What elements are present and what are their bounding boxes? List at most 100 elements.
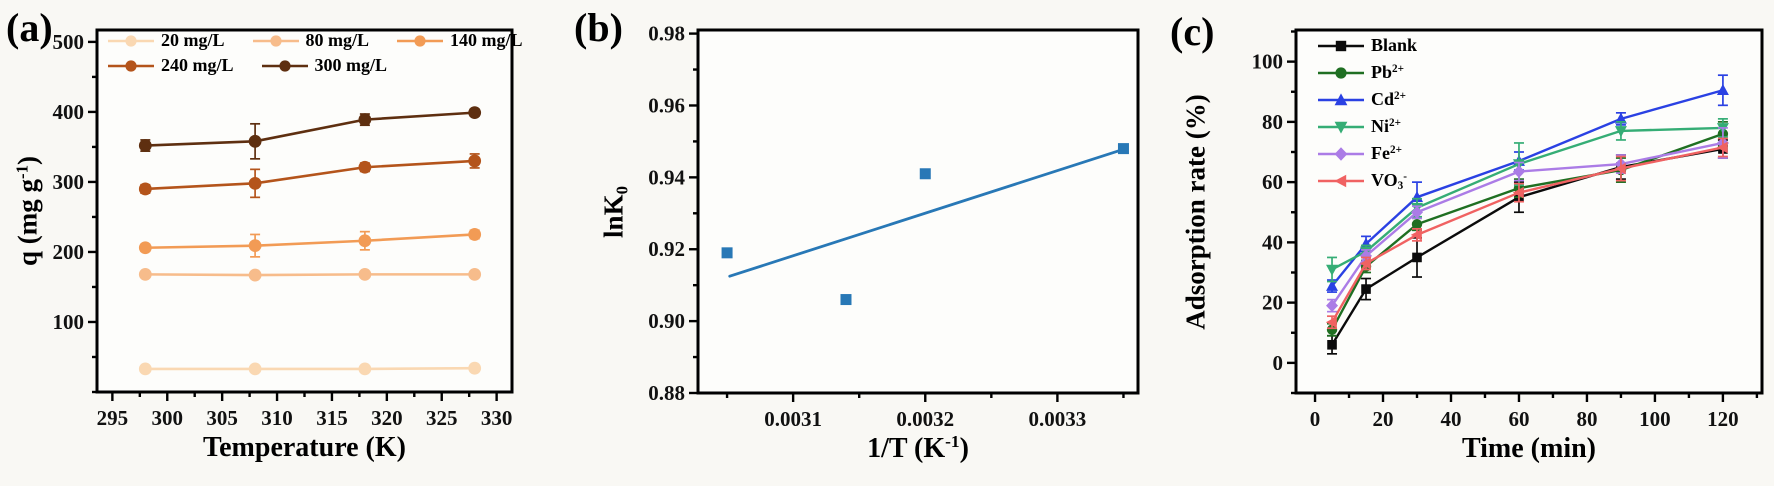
text-segment: VO	[1371, 170, 1398, 190]
legend-marker-icon	[1318, 40, 1364, 51]
chart-canvas-c: 0 20 40 60 80 100 120 0 20 40 60 80 100	[1252, 28, 1764, 431]
legend-item: VO3-	[1316, 167, 1417, 194]
x-tick-label: 310	[261, 406, 293, 430]
text-segment: 240 mg/L	[161, 55, 234, 75]
fit-line	[728, 147, 1125, 278]
data-point-marker	[1326, 299, 1339, 313]
x-tick-label: 305	[206, 406, 238, 430]
text-segment: 2+	[1389, 143, 1402, 156]
data-point-marker	[358, 160, 372, 174]
y-tick-label: 0	[1273, 351, 1284, 375]
y-tick-label: 40	[1262, 230, 1283, 254]
x-tick-label: 20	[1373, 407, 1394, 431]
text-segment: )	[959, 433, 969, 464]
data-point-marker	[414, 34, 426, 47]
axis-ticks	[1287, 30, 1759, 402]
series-line-4	[144, 111, 476, 147]
data-point-marker	[358, 113, 372, 127]
text-segment: lnK	[598, 193, 629, 238]
data-point-marker	[1326, 264, 1339, 276]
series-line-2	[1330, 89, 1725, 288]
legend-marker-icon	[108, 59, 154, 72]
chart-canvas-b: 0.0031 0.0032 0.0033 0.88 0.90 0.92 0.94 0.96 0.…	[648, 22, 1140, 431]
x-tick-label: 330	[481, 406, 513, 430]
axis-ticks	[88, 40, 498, 401]
x-axis-title: Temperature (K)	[203, 432, 406, 464]
x-tick-label: 325	[426, 406, 458, 430]
data-point-marker	[1335, 40, 1347, 51]
legend-item: Ni2+	[1316, 113, 1417, 140]
y-tick-label: 200	[53, 240, 85, 264]
data-point-marker	[248, 176, 262, 190]
y-tick-label: 100	[1252, 50, 1284, 74]
data-point-marker	[1410, 229, 1422, 241]
data-point-marker	[1334, 146, 1348, 161]
legend-item: Fe2+	[1316, 140, 1417, 167]
data-point-marker	[358, 362, 372, 376]
y-tick-label: 300	[53, 170, 85, 194]
series-line-3	[1330, 126, 1725, 271]
data-point-marker	[138, 139, 152, 152]
text-segment: 0	[612, 185, 632, 194]
legend-row: 240 mg/L 300 mg/L	[106, 53, 549, 78]
data-point-marker	[138, 241, 152, 255]
x-tick-label: 0.0031	[764, 407, 822, 431]
data-point-marker	[248, 239, 262, 253]
y-tick-label: 400	[53, 100, 85, 124]
x-tick-label: 0	[1310, 407, 1321, 431]
data-point-marker	[468, 106, 482, 120]
x-tick-label: 320	[371, 406, 403, 430]
y-tick-label: 0.88	[648, 381, 685, 405]
data-point-marker	[125, 34, 137, 47]
data-point-marker	[1716, 141, 1728, 154]
data-point-marker	[1326, 324, 1338, 335]
text-segment: Temperature (K)	[203, 432, 406, 463]
legend-label: Ni2+	[1371, 116, 1401, 137]
series-line-3	[144, 159, 476, 191]
x-tick-label: 60	[1508, 407, 1529, 431]
data-point-marker	[248, 268, 262, 282]
text-segment: 20 mg/L	[161, 30, 225, 50]
y-tick-label: 80	[1262, 110, 1283, 134]
text-segment: -	[1403, 170, 1407, 183]
plot-frame	[95, 28, 514, 394]
data-point-marker	[1334, 121, 1348, 134]
data-point-marker	[1614, 112, 1627, 124]
x-tick-label: 0.0033	[1029, 407, 1087, 431]
legend-item: Pb2+	[1316, 59, 1417, 86]
y-tick-label: 500	[53, 30, 85, 54]
data-point-marker	[1334, 92, 1348, 105]
panel-a: (a) 295 300 305 310 315 320 325 330 100 200 300 400…	[0, 0, 560, 486]
data-point-marker	[1326, 279, 1339, 291]
text-segment: )	[12, 156, 43, 166]
tick-labels: 0.0031 0.0032 0.0033 0.88 0.90 0.92 0.94 0.96 0.…	[648, 22, 1086, 431]
y-axis-title: lnK0	[598, 185, 632, 238]
legend-marker-icon	[397, 34, 444, 47]
legend-marker-icon	[108, 34, 154, 47]
y-tick-label: 100	[53, 310, 85, 334]
legend-marker-icon	[1318, 146, 1364, 161]
x-axis-title: 1/T (K-1)	[867, 432, 969, 465]
x-tick-label: 100	[1639, 407, 1671, 431]
text-segment: 140 mg/L	[450, 30, 523, 50]
data-point-marker	[919, 168, 931, 180]
text-segment: Adsorption rate (%)	[1180, 93, 1211, 330]
data-point-marker	[138, 362, 152, 376]
x-tick-label: 40	[1440, 407, 1461, 431]
text-segment: 1/T (K	[867, 433, 946, 464]
data-point-marker	[138, 267, 152, 281]
legend-item: Cd2+	[1316, 86, 1417, 113]
y-tick-label: 60	[1262, 170, 1283, 194]
x-axis-title: Time (min)	[1462, 433, 1596, 465]
text-segment: Fe	[1371, 143, 1390, 163]
legend-item: 80 mg/L	[251, 30, 369, 51]
axis-ticks	[689, 32, 1125, 402]
legend: 20 mg/L 80 mg/L 140 mg/L 240 mg/L 300 mg/L	[106, 28, 549, 78]
text-segment: -1	[12, 165, 32, 179]
tick-labels: 0 20 40 60 80 100 120 0 20 40 60 80 100	[1252, 50, 1739, 431]
legend-marker-icon	[1318, 121, 1364, 134]
data-point-marker	[1411, 205, 1424, 219]
legend-marker-icon	[1318, 92, 1364, 105]
legend-item: 240 mg/L	[106, 55, 234, 76]
